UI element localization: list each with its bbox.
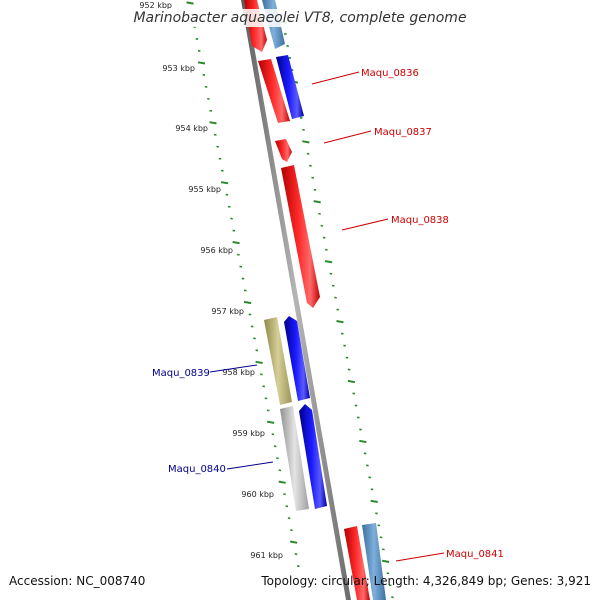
gene-maqu-0836[interactable] <box>258 59 290 123</box>
gene-label-maqu-0841[interactable]: Maqu_0841 <box>446 549 504 560</box>
tick-labels: 952 kbp 953 kbp 954 kbp 955 kbp 956 kbp … <box>139 1 283 560</box>
inner-major-tick <box>278 480 286 484</box>
tick-label-955: 955 kbp <box>188 185 221 194</box>
gene-maqu-0840[interactable] <box>280 406 309 511</box>
gene-reverse-2[interactable] <box>276 55 304 119</box>
inner-major-tick <box>232 241 240 245</box>
gene-maqu-0837[interactable] <box>275 139 292 162</box>
outer-minor-tick <box>379 536 383 539</box>
tick-marks-outer <box>279 20 394 599</box>
outer-major-tick <box>381 559 390 563</box>
outer-minor-tick <box>363 452 367 455</box>
outer-minor-tick <box>320 224 324 227</box>
inner-major-tick <box>209 121 217 125</box>
tick-label-958: 958 kbp <box>222 368 255 377</box>
inner-major-tick <box>266 420 275 424</box>
tick-label-959: 959 kbp <box>232 429 265 438</box>
inner-minor-tick <box>230 217 233 220</box>
outer-minor-tick <box>377 524 381 527</box>
gene-label-maqu-0840[interactable]: Maqu_0840 <box>168 464 226 475</box>
inner-major-tick <box>290 540 298 544</box>
gene-steel-2[interactable] <box>362 523 386 600</box>
outer-minor-tick <box>336 308 340 311</box>
inner-minor-tick <box>218 157 222 160</box>
gene-label-maqu-0837[interactable]: Maqu_0837 <box>374 127 432 138</box>
inner-minor-tick <box>278 469 282 472</box>
accession-text: Accession: NC_008740 <box>9 574 146 588</box>
tick-label-954: 954 kbp <box>175 124 208 133</box>
outer-minor-tick <box>288 56 292 59</box>
gene-label-maqu-0839[interactable]: Maqu_0839 <box>152 368 210 379</box>
outer-major-tick <box>313 200 321 204</box>
inner-major-tick <box>186 1 194 5</box>
tick-marks-inner <box>186 1 300 568</box>
tick-label-952: 952 kbp <box>139 1 172 10</box>
gene-maqu-0838[interactable] <box>281 165 320 308</box>
inner-minor-tick <box>216 145 219 148</box>
tick-label-960: 960 kbp <box>241 490 274 499</box>
inner-major-tick <box>243 300 252 305</box>
inner-major-tick <box>255 360 263 364</box>
tick-label-956: 956 kbp <box>200 246 233 255</box>
inner-major-tick <box>197 61 206 65</box>
outer-major-tick <box>302 140 310 144</box>
genome-summary-text: Topology: circular; Length: 4,326,849 bp… <box>261 574 591 588</box>
gene-maqu-0841[interactable] <box>344 526 370 600</box>
outer-major-tick <box>359 439 367 444</box>
tick-label-953: 953 kbp <box>162 64 195 73</box>
outer-minor-tick <box>382 548 385 551</box>
inner-major-tick <box>220 181 229 185</box>
gene-maqu-0839[interactable] <box>264 317 292 405</box>
inner-minor-tick <box>207 97 210 100</box>
gene-reverse-3[interactable] <box>284 316 310 401</box>
gene-labels: Maqu_0836 Maqu_0837 Maqu_0838 Maqu_0839 … <box>152 68 504 562</box>
inner-minor-tick <box>287 517 291 520</box>
outer-major-tick <box>336 320 344 324</box>
outer-minor-tick <box>334 296 337 299</box>
inner-minor-tick <box>290 529 293 532</box>
outer-minor-tick <box>347 368 351 371</box>
tick-label-957: 957 kbp <box>211 307 244 316</box>
inner-minor-tick <box>204 85 208 88</box>
outer-major-tick <box>370 499 378 503</box>
inner-minor-tick <box>241 277 245 280</box>
genome-backbone <box>241 0 351 600</box>
inner-minor-tick <box>264 397 268 400</box>
outer-minor-tick <box>302 128 305 131</box>
outer-minor-tick <box>366 464 369 467</box>
tick-label-961: 961 kbp <box>250 551 283 560</box>
inner-minor-tick <box>195 37 199 40</box>
gene-label-maqu-0836[interactable]: Maqu_0836 <box>361 68 419 79</box>
inner-minor-tick <box>276 457 279 460</box>
outer-major-tick <box>347 379 356 384</box>
gene-reverse-4[interactable] <box>299 404 327 509</box>
outer-major-tick <box>324 260 333 264</box>
inner-minor-tick <box>253 337 256 340</box>
outer-minor-tick <box>318 212 321 215</box>
inner-minor-tick <box>266 409 270 412</box>
gene-label-maqu-0838[interactable]: Maqu_0838 <box>391 215 449 226</box>
map-title: Marinobacter aquaeolei VT8, complete gen… <box>0 9 600 27</box>
